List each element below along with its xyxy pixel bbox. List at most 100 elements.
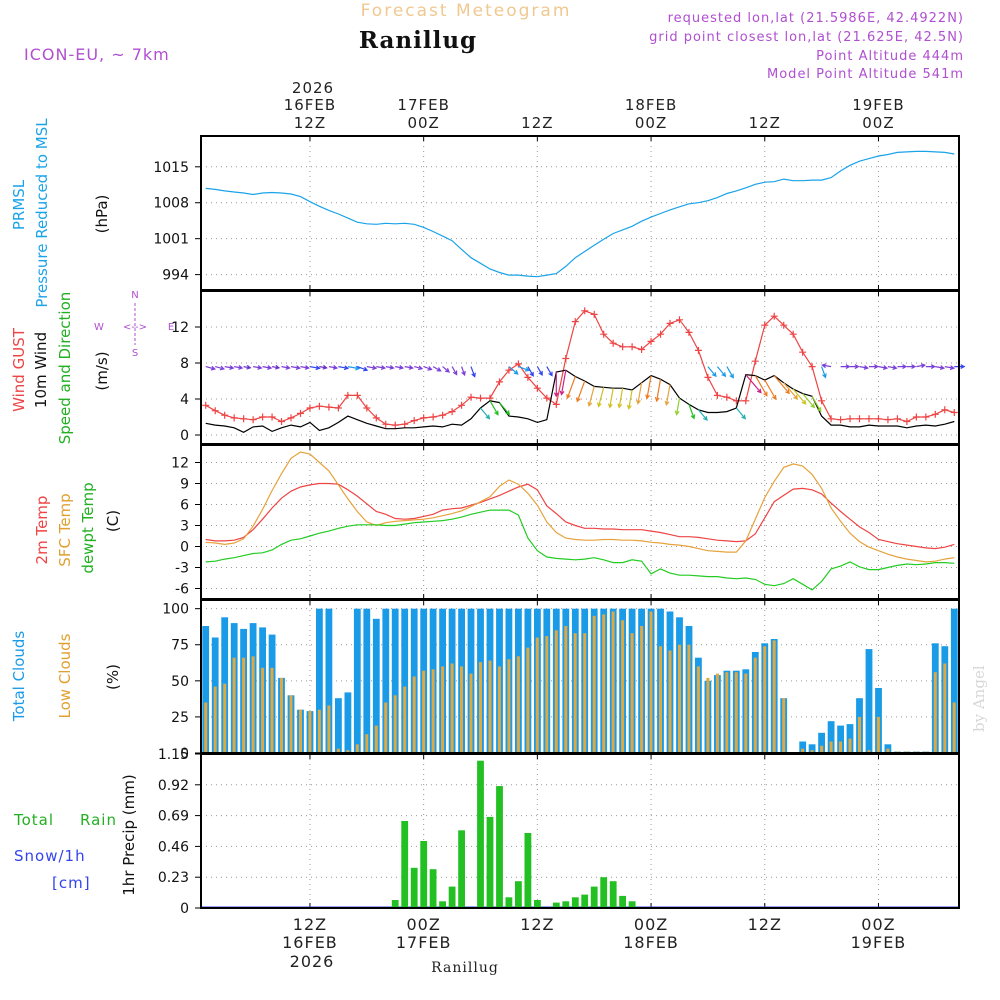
gust-marker	[581, 307, 589, 315]
y-tick-label: 1015	[153, 160, 189, 176]
low-cloud-bar	[497, 666, 501, 753]
gust-marker	[571, 318, 579, 326]
gust-marker	[827, 415, 835, 423]
wind-direction-arrow	[664, 384, 671, 407]
low-cloud-bar	[223, 683, 227, 753]
gust-marker	[363, 404, 371, 412]
model-label: ICON-EU, ~ 7km	[24, 45, 170, 64]
wind-direction-arrow	[707, 366, 717, 378]
dewpt-label: dewpt Temp	[79, 482, 97, 573]
total-cloud-bar	[316, 608, 323, 753]
panel-frame	[200, 135, 960, 291]
rain-bar	[619, 895, 626, 908]
cloud-unit: (%)	[104, 664, 122, 690]
low-cloud-bar	[232, 657, 236, 753]
wind-direction-arrow	[811, 396, 822, 413]
grid-point-coords: grid point closest lon,lat (21.625E, 42.…	[649, 30, 964, 45]
prmsl-line	[205, 150, 955, 278]
total-cloud-bar	[382, 608, 390, 753]
low-cloud-bar	[251, 656, 255, 753]
low-cloud-bar	[602, 614, 606, 753]
gust-marker	[647, 337, 655, 345]
low-cloud-bar	[450, 663, 454, 753]
wind-direction-arrow	[897, 364, 908, 370]
gust-marker	[401, 420, 409, 428]
low-cloud-bar	[687, 644, 691, 753]
wind-direction-arrow	[792, 388, 807, 405]
compass-s: S	[132, 348, 138, 359]
wind-direction-arrow	[716, 366, 727, 378]
low-cloud-bar	[933, 672, 937, 753]
rain-bar	[609, 881, 617, 908]
total-cloud-bar	[950, 608, 958, 753]
rain-bar	[590, 886, 598, 908]
gust-marker	[846, 415, 854, 423]
wind-direction-arrow	[243, 364, 252, 370]
wind-direction-arrow	[224, 365, 235, 370]
low-cloud-bar	[365, 734, 369, 753]
rain-bar	[628, 901, 636, 908]
y-tick-label: 0.23	[158, 870, 189, 886]
gust-marker	[590, 310, 598, 318]
gust-marker	[666, 319, 674, 327]
precip-labels: Total Rain Snow/1h [cm] 1hr Precip (mm)	[13, 774, 138, 895]
wind-direction-arrow	[442, 366, 450, 373]
rain-bar	[562, 901, 570, 908]
pressure-labels: PRMSL Pressure Reduced to MSL (hPa)	[10, 118, 111, 308]
gust-marker	[789, 330, 797, 338]
gust-marker	[240, 415, 248, 423]
top-year: 2026	[292, 79, 334, 97]
y-tick-label: 0	[180, 901, 189, 917]
top-date-label: 17FEB	[397, 96, 449, 114]
total-cloud-bar	[391, 608, 399, 753]
gust-marker	[334, 404, 342, 412]
requested-coords: requested lon,lat (21.5986E, 42.4922N)	[668, 11, 964, 26]
low-cloud-bar	[820, 745, 824, 753]
gust-marker	[600, 330, 608, 338]
rain-bar	[458, 830, 465, 908]
y-tick-label: 12	[171, 456, 189, 472]
wind-direction-arrow	[281, 365, 291, 370]
wind-direction-arrow	[636, 382, 643, 405]
total-cloud-bar	[335, 698, 342, 753]
wind-direction-arrow	[869, 364, 880, 370]
rain-bar	[401, 821, 409, 908]
low-cloud-bar	[782, 698, 786, 753]
low-cloud-bar	[289, 695, 293, 753]
wind-direction-arrow	[338, 365, 350, 371]
temperature-panel: -6 -3 0 3 6 9 12	[171, 444, 960, 600]
gust-marker	[278, 418, 286, 425]
low-cloud-bar	[801, 748, 805, 753]
wind-direction-arrow	[754, 375, 768, 397]
dewpt-temp-line	[205, 509, 955, 591]
low-cloud-bar	[242, 657, 246, 753]
top-hour-label: 00Z	[635, 114, 667, 132]
top-date-label: 18FEB	[625, 96, 677, 114]
panel-frame	[200, 599, 960, 754]
gust-marker	[524, 373, 532, 381]
wind-direction-arrow	[470, 366, 476, 378]
wind-direction-arrow	[451, 366, 458, 376]
rain-bar	[552, 902, 560, 908]
low-cloud-bar	[744, 673, 748, 753]
low-cloud-bar	[526, 647, 530, 753]
rain-bar	[420, 841, 428, 908]
wind-direction-arrow	[773, 375, 790, 395]
wind-direction-arrow	[404, 365, 414, 370]
low-cloud-bar	[441, 666, 445, 753]
cloud-labels: Total Clouds Low Clouds (%)	[10, 631, 122, 723]
top-hour-label: 00Z	[407, 114, 439, 132]
wind-direction-arrow	[764, 379, 777, 401]
gust-marker	[931, 410, 939, 418]
location-title: Ranillug	[359, 27, 477, 54]
wind-direction-arrow	[319, 364, 328, 370]
bottom-year: 2026	[290, 952, 335, 971]
top-date-label: 16FEB	[284, 96, 336, 114]
low-clouds-label: Low Clouds	[56, 633, 74, 718]
gust-marker	[552, 400, 560, 408]
wind-direction-arrow	[821, 366, 827, 379]
wind-direction-arrow	[328, 365, 339, 370]
gust-marker	[211, 407, 219, 415]
pressure-unit: (hPa)	[93, 195, 111, 234]
